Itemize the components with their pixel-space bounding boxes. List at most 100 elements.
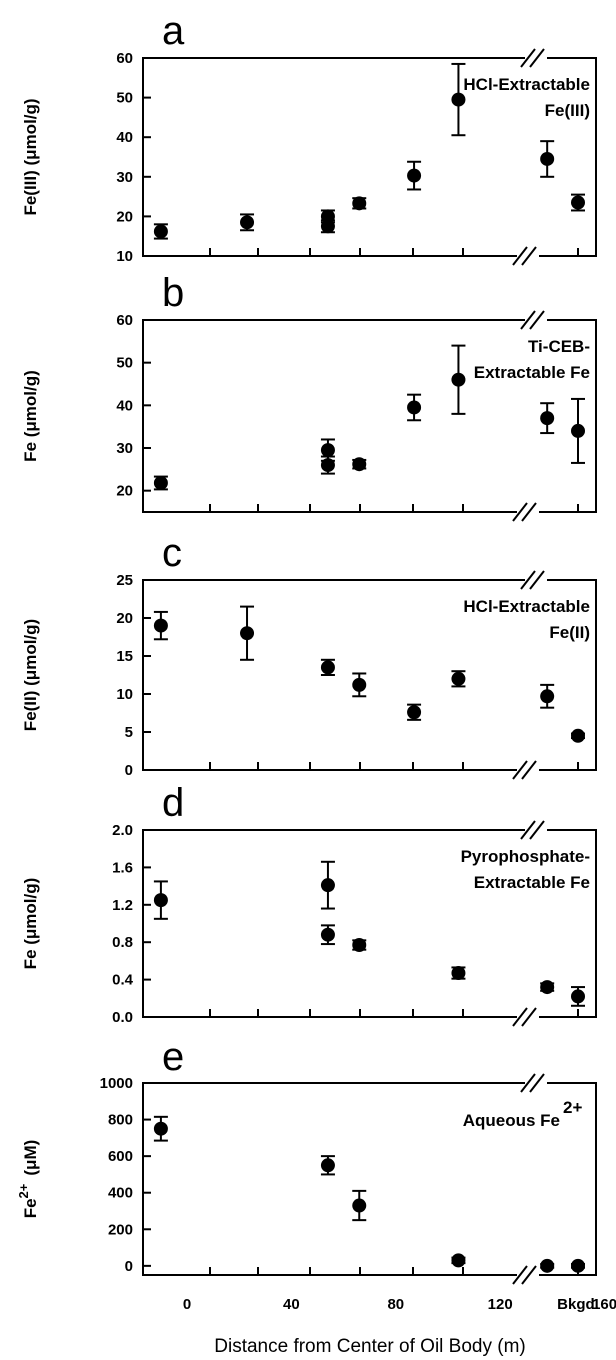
axis-break-mark-bottom xyxy=(512,760,528,780)
y-tick-label: 30 xyxy=(116,169,133,186)
y-axis-label-unit: (μM) xyxy=(21,1140,40,1176)
panel-label: d xyxy=(162,781,184,825)
data-point xyxy=(540,1258,555,1273)
axis-break-mark-bottom xyxy=(512,1265,528,1285)
data-point xyxy=(240,215,255,230)
data-point xyxy=(153,618,168,633)
x-tick-label: 160 xyxy=(592,1296,616,1313)
data-point xyxy=(352,196,367,211)
data-point xyxy=(153,475,168,490)
y-tick-label: 0.8 xyxy=(112,934,133,951)
x-tick-label: 0 xyxy=(183,1296,191,1313)
axis-break-mark-top xyxy=(529,1073,545,1093)
axis-break-mark-bottom xyxy=(512,246,528,266)
y-tick-label: 5 xyxy=(125,724,133,741)
panel-d: 0.0 0.4 0.8 1.2 1.6 2.0 d Pyrophosphate- Extract… xyxy=(21,781,597,1027)
y-tick-label: 50 xyxy=(116,90,133,107)
plot-frame xyxy=(142,319,597,513)
annotation-line: Extractable Fe xyxy=(474,363,590,382)
y-tick-label: 30 xyxy=(116,440,133,457)
y-axis-label: Fe (μmol/g) xyxy=(21,370,40,462)
panel-c: 0 5 10 15 20 25 c HCl-Extractable Fe(II) Fe(II) (… xyxy=(21,531,597,780)
axis-break-mark-top xyxy=(520,570,536,590)
axis-break-mark-top xyxy=(529,48,545,68)
data-point xyxy=(240,626,255,641)
annotation-line: Fe(III) xyxy=(545,101,590,120)
y-axis-label: Fe(III) (μmol/g) xyxy=(21,98,40,215)
y-axis-label-main: Fe xyxy=(21,1198,40,1218)
y-tick-label: 60 xyxy=(116,312,133,329)
axis-break-mark-bottom xyxy=(512,502,528,522)
axis-break-mark-top xyxy=(520,820,536,840)
x-tick-label: 120 xyxy=(488,1296,513,1313)
axis-break-mark-bottom xyxy=(521,760,537,780)
data-point xyxy=(540,411,555,426)
data-point xyxy=(451,966,466,981)
y-tick-label: 20 xyxy=(116,208,133,225)
plot-frame xyxy=(142,579,597,771)
x-tick-label: 40 xyxy=(283,1296,300,1313)
data-point xyxy=(352,1198,367,1213)
axis-break-mark-bottom xyxy=(512,1007,528,1027)
y-tick-label: 20 xyxy=(116,610,133,627)
data-point xyxy=(571,989,585,1004)
y-tick-label: 20 xyxy=(116,483,133,500)
y-tick-label: 400 xyxy=(108,1185,133,1202)
x-axis-label: Distance from Center of Oil Body (m) xyxy=(214,1336,525,1357)
axis-break-mark-bottom xyxy=(521,502,537,522)
panel-label: b xyxy=(162,271,184,315)
x-tick-label: Bkgd. xyxy=(557,1296,599,1313)
y-axis-label: Fe2+ (μM) xyxy=(16,1140,40,1219)
y-tick-label: 1.2 xyxy=(112,897,133,914)
data-point xyxy=(320,927,335,942)
data-point xyxy=(153,893,168,908)
data-point xyxy=(451,671,466,686)
y-tick-label: 10 xyxy=(116,686,133,703)
data-point xyxy=(571,1258,585,1273)
data-point xyxy=(320,1158,335,1173)
data-point xyxy=(571,423,585,438)
panel-label: a xyxy=(162,9,185,53)
data-point xyxy=(451,1253,466,1268)
y-tick-label: 2.0 xyxy=(112,822,133,839)
plot-frame xyxy=(142,829,597,1018)
y-tick-label: 1000 xyxy=(100,1075,133,1092)
data-point xyxy=(320,219,335,234)
data-point xyxy=(320,458,335,473)
data-point xyxy=(153,1121,168,1136)
y-tick-label: 10 xyxy=(116,248,133,265)
y-tick-label: 0.0 xyxy=(112,1009,133,1026)
data-point xyxy=(407,705,422,720)
data-point xyxy=(540,151,555,166)
axis-break-mark-top xyxy=(520,1073,536,1093)
y-tick-label: 50 xyxy=(116,355,133,372)
y-tick-label: 40 xyxy=(116,397,133,414)
x-tick-label: 80 xyxy=(387,1296,404,1313)
axis-break-mark-top xyxy=(529,820,545,840)
data-point xyxy=(407,168,422,183)
y-axis-label: Fe(II) (μmol/g) xyxy=(21,619,40,731)
data-point xyxy=(451,92,466,107)
y-tick-label: 40 xyxy=(116,129,133,146)
axis-break-mark-bottom xyxy=(521,1265,537,1285)
data-point xyxy=(451,372,466,387)
annotation-line: HCl-Extractable xyxy=(463,75,590,94)
data-point xyxy=(540,980,555,995)
axis-break-mark-top xyxy=(529,310,545,330)
y-tick-label: 60 xyxy=(116,50,133,67)
y-tick-label: 0 xyxy=(125,1258,133,1275)
annotation-line: Aqueous Fe xyxy=(463,1111,560,1130)
data-point xyxy=(571,728,585,743)
axis-break-mark-bottom xyxy=(521,246,537,266)
annotation-line: Pyrophosphate- xyxy=(461,847,590,866)
axis-break-mark-bottom xyxy=(521,1007,537,1027)
y-tick-label: 1.6 xyxy=(112,859,133,876)
axis-break-mark-top xyxy=(520,48,536,68)
panel-a: 10 20 30 40 50 60 a HCl-Extractable Fe(III) Fe(II… xyxy=(21,9,597,266)
axis-break-mark-top xyxy=(529,570,545,590)
y-axis-label-superscript: 2+ xyxy=(16,1183,31,1198)
data-point xyxy=(352,457,367,472)
y-axis-label: Fe (μmol/g) xyxy=(21,878,40,970)
